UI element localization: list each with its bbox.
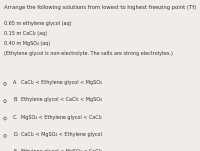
- Text: CaCl₂ < Ethylene glycol < MgSO₄: CaCl₂ < Ethylene glycol < MgSO₄: [21, 80, 102, 85]
- Text: A.: A.: [13, 80, 18, 85]
- Text: B.: B.: [13, 97, 18, 102]
- Text: Ethylene glycol < CaCl₂ < MgSO₄: Ethylene glycol < CaCl₂ < MgSO₄: [21, 97, 102, 102]
- Text: (Ethylene glycol is non-electrolyte. The salts are strong electrolytes.): (Ethylene glycol is non-electrolyte. The…: [4, 51, 173, 56]
- Text: 0.65 m ethylene glycol (aq): 0.65 m ethylene glycol (aq): [4, 21, 72, 26]
- Text: 0.15 m CaCl₂ (aq): 0.15 m CaCl₂ (aq): [4, 31, 47, 36]
- Text: D.: D.: [13, 132, 18, 137]
- Text: C.: C.: [13, 115, 18, 120]
- Text: Ethylene glycol < MgSO₄ < CaCl₂: Ethylene glycol < MgSO₄ < CaCl₂: [21, 149, 102, 151]
- Text: 0.40 m MgSO₄ (aq): 0.40 m MgSO₄ (aq): [4, 41, 50, 46]
- Text: MgSO₄ < Ethylene glycol < CaCl₂: MgSO₄ < Ethylene glycol < CaCl₂: [21, 115, 102, 120]
- Text: Arrange the following solutions from lowest to highest freezing point (Tf): Arrange the following solutions from low…: [4, 5, 196, 10]
- Text: CaCl₂ < MgSO₄ < Ethylene glycol: CaCl₂ < MgSO₄ < Ethylene glycol: [21, 132, 102, 137]
- Text: E.: E.: [13, 149, 18, 151]
